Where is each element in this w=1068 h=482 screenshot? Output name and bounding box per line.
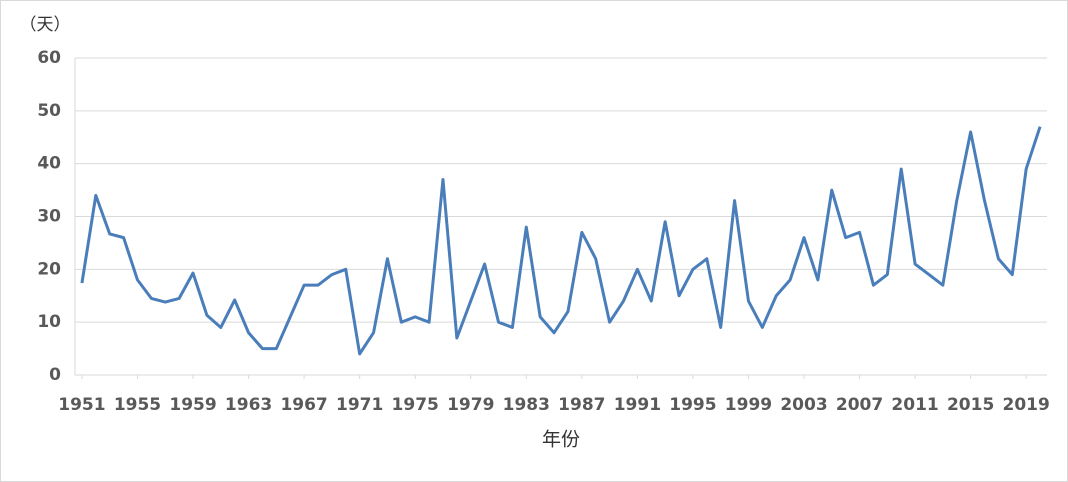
x-tick-label: 1987 [558,395,605,415]
y-tick-label: 60 [37,48,61,68]
y-tick-label: 10 [37,312,61,332]
y-tick-label: 30 [37,207,61,227]
x-tick-label: 1999 [725,395,772,415]
x-tick-label: 1967 [280,395,327,415]
x-tick-label: 1991 [614,395,661,415]
x-tick-label: 2011 [891,395,938,415]
x-tick-label: 1951 [58,395,105,415]
x-tick-label: 1959 [169,395,216,415]
x-axis-label: 年份 [542,429,580,451]
data-line [80,126,1042,356]
x-tick-label: 2019 [1003,395,1050,415]
x-tick-label: 1955 [114,395,161,415]
x-tick-label: 1983 [503,395,550,415]
x-tick-label: 2007 [836,395,883,415]
y-tick-label: 0 [49,365,61,385]
x-tick-label: 2003 [780,395,827,415]
x-tick-label: 1979 [447,395,494,415]
y-axis-label: （天） [20,15,71,35]
x-tick-label: 2015 [947,395,994,415]
y-tick-label: 50 [37,101,61,121]
x-tick-label: 1971 [336,395,383,415]
x-tick-label: 1975 [392,395,439,415]
y-tick-label: 20 [37,259,61,279]
y-tick-label: 40 [37,154,61,174]
x-tick-label: 1995 [669,395,716,415]
x-tick-label: 1963 [225,395,272,415]
